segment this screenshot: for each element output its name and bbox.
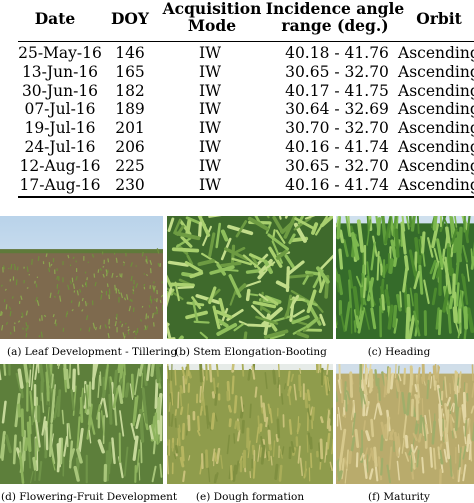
photo-caption: (a) Leaf Development - Tillering [7,346,178,358]
cell-doy: 165 [115,62,145,81]
table-row: 19-Jul-16 201 IW 30.70 - 32.70 Ascending [0,119,474,137]
header-date: Date [20,10,90,27]
header-angle-line2: range (deg.) [281,16,389,35]
cell-angle: 30.64 - 32.69 [285,100,389,119]
wheat-flowering-photo [0,364,163,484]
photo-caption: (c) Heading [367,346,431,358]
header-orbit: Orbit [400,10,474,27]
cell-doy: 230 [115,175,145,194]
table-row: 17-Aug-16 230 IW 40.16 - 41.74 Ascending [0,176,474,194]
cell-orbit: Ascending [398,138,474,156]
cell-angle: 40.16 - 41.74 [285,175,389,194]
cell-doy: 182 [115,81,145,100]
cell-mode: IW [198,100,222,119]
wheat-stem-elongation-photo [167,216,333,339]
photo-caption: (d) Flowering-Fruit Development [1,491,178,503]
photo-caption: (f) Maturity [368,491,430,503]
cell-orbit: Ascending [398,62,474,81]
cell-date: 30-Jun-16 [21,81,99,100]
header-acquisition-mode: Acquisition Mode [162,0,262,34]
cell-mode: IW [198,175,222,194]
wheat-heading-photo [336,216,474,339]
table-bottom-rule [18,196,474,198]
cell-date: 24-Jul-16 [24,138,96,156]
cell-date: 07-Jul-16 [24,100,96,119]
header-angle-line1: Incidence angle [265,0,405,18]
cell-doy: 206 [115,138,145,156]
cell-mode: IW [198,62,222,81]
cell-angle: 30.65 - 32.70 [285,62,389,81]
cell-orbit: Ascending [398,44,474,62]
table-mid-rule [18,41,474,42]
table-row: 30-Jun-16 182 IW 40.17 - 41.75 Ascending [0,82,474,100]
cell-angle: 40.18 - 41.76 [285,44,389,62]
cell-doy: 146 [115,44,145,62]
cell-mode: IW [198,44,222,62]
header-orbit-label: Orbit [416,9,462,28]
cell-date: 25-May-16 [18,44,102,62]
table-row: 07-Jul-16 189 IW 30.64 - 32.69 Ascending [0,100,474,118]
cell-date: 12-Aug-16 [19,156,101,175]
header-mode-line2: Mode [187,16,237,35]
header-doy-label: DOY [110,9,149,28]
wheat-maturity-photo [336,364,474,484]
header-date-label: Date [34,9,76,28]
cell-date: 17-Aug-16 [19,175,101,194]
acquisition-table: Date DOY Acquisition Mode Incidence angl… [0,0,474,200]
cell-orbit: Ascending [398,100,474,119]
cell-mode: IW [198,156,222,175]
cell-orbit: Ascending [398,156,474,175]
table-row: 25-May-16 146 IW 40.18 - 41.76 Ascending [0,44,474,62]
header-incidence-angle: Incidence angle range (deg.) [260,0,410,34]
photo-caption: (b) Stem Elongation-Booting [175,346,327,358]
cell-orbit: Ascending [398,175,474,194]
wheat-dough-formation-photo [167,364,333,484]
wheat-field-tillering-photo [0,216,163,339]
cell-doy: 225 [115,156,145,175]
cell-mode: IW [198,138,222,156]
cell-date: 13-Jun-16 [21,62,99,81]
header-mode-line1: Acquisition [162,0,262,18]
cell-mode: IW [198,119,222,138]
table-row: 12-Aug-16 225 IW 30.65 - 32.70 Ascending [0,157,474,175]
cell-doy: 201 [115,119,145,138]
table-row: 13-Jun-16 165 IW 30.65 - 32.70 Ascending [0,63,474,81]
table-header-row: Date DOY Acquisition Mode Incidence angl… [0,0,474,40]
cell-angle: 30.65 - 32.70 [285,156,389,175]
table-row: 24-Jul-16 206 IW 40.16 - 41.74 Ascending [0,138,474,156]
cell-orbit: Ascending [398,119,474,138]
cell-angle: 40.16 - 41.74 [285,138,389,156]
photo-caption: (e) Dough formation [195,491,305,503]
cell-angle: 40.17 - 41.75 [285,81,389,100]
header-doy: DOY [100,10,160,27]
cell-doy: 189 [115,100,145,119]
cell-date: 19-Jul-16 [24,119,96,138]
cell-angle: 30.70 - 32.70 [285,119,389,138]
cell-orbit: Ascending [398,81,474,100]
cell-mode: IW [198,81,222,100]
